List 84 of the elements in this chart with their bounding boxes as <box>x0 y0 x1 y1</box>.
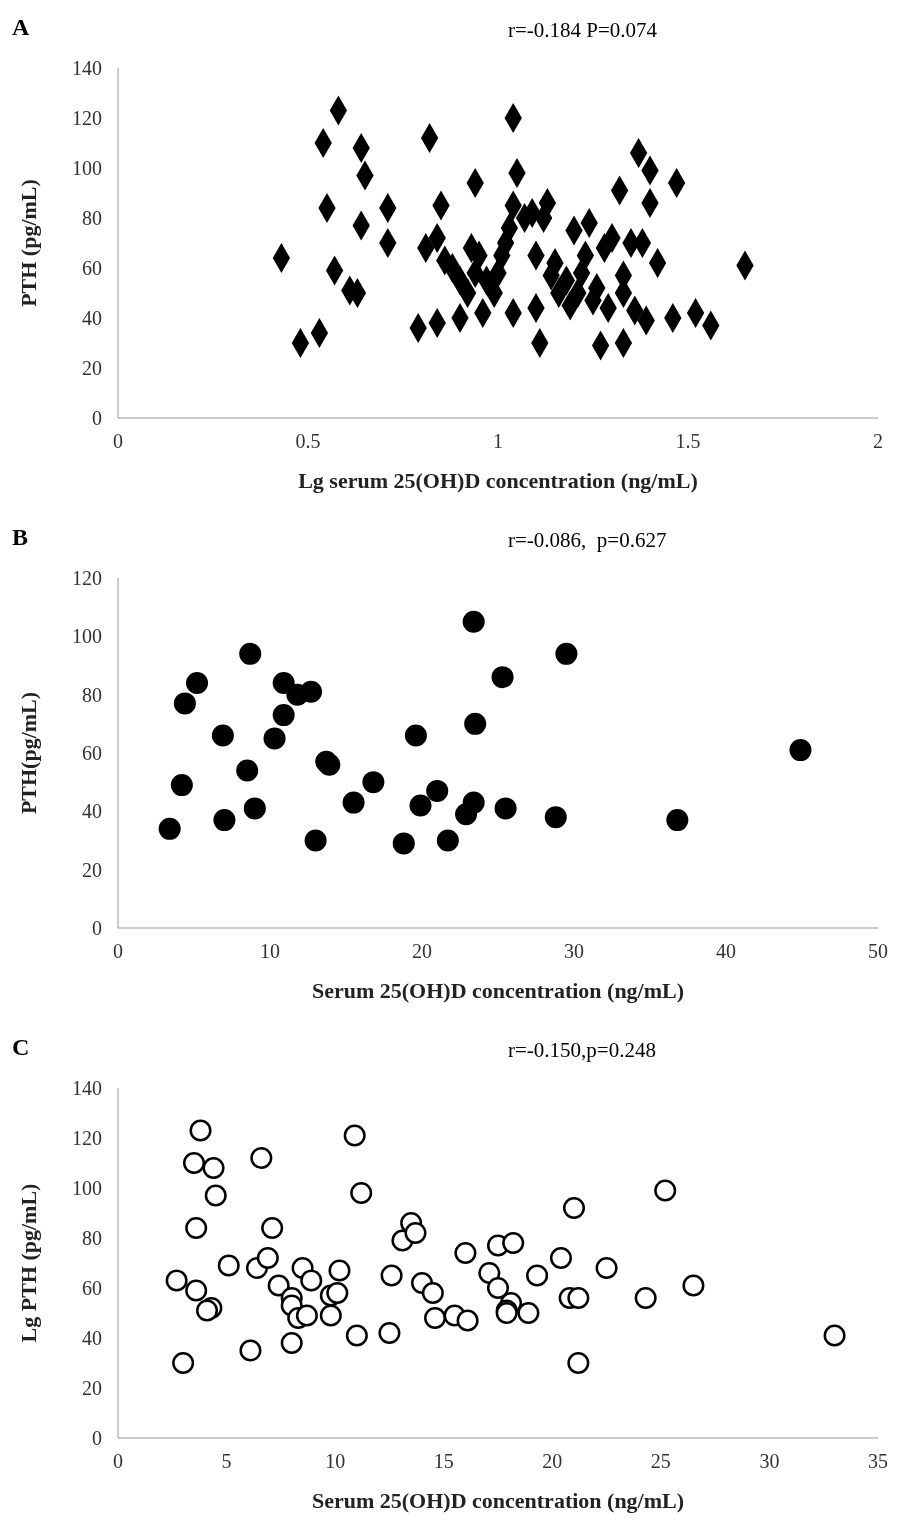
point <box>342 791 365 814</box>
y-tick-label: 140 <box>72 57 102 80</box>
x-tick-label: 15 <box>433 1450 454 1473</box>
point <box>239 642 262 665</box>
point <box>666 809 689 832</box>
y-axis-title: Lg PTH (pg/mL) <box>15 1183 41 1343</box>
point <box>186 672 209 694</box>
y-tick-label: 40 <box>82 1327 102 1350</box>
x-tick-label: 0.5 <box>295 430 321 453</box>
x-tick-label: 35 <box>868 1450 888 1473</box>
x-tick-label: 0 <box>113 430 123 453</box>
point <box>170 774 193 797</box>
x-tick-label: 0 <box>113 1450 123 1473</box>
point <box>464 712 487 735</box>
y-tick-label: 0 <box>92 917 102 940</box>
y-tick-label: 120 <box>72 1127 102 1150</box>
y-tick-label: 60 <box>82 742 102 765</box>
chart-title: A <box>12 14 30 41</box>
point <box>426 779 449 802</box>
point <box>263 727 286 750</box>
x-tick-label: 20 <box>412 940 432 963</box>
point <box>494 797 517 820</box>
x-tick-label: 50 <box>868 940 888 963</box>
x-axis-title: Serum 25(OH)D concentration (ng/mL) <box>311 978 685 1003</box>
y-tick-label: 100 <box>72 625 102 648</box>
x-tick-label: 30 <box>759 1450 780 1473</box>
y-tick-label: 20 <box>82 1377 102 1400</box>
point <box>213 809 236 832</box>
x-tick-label: 25 <box>650 1450 671 1473</box>
x-tick-label: 5 <box>221 1450 232 1473</box>
y-tick-label: 80 <box>82 207 102 230</box>
point <box>211 724 234 747</box>
y-tick-label: 100 <box>72 1177 102 1200</box>
x-tick-label: 30 <box>564 940 584 963</box>
x-tick-label: 1 <box>493 430 503 453</box>
y-tick-label: 40 <box>82 800 102 823</box>
text: r=-0.150,p=0.248 <box>508 1038 656 1063</box>
y-tick-label: 120 <box>72 567 102 590</box>
y-axis-title: PTH(pg/mL) <box>15 691 41 815</box>
x-tick-label: 2 <box>873 430 883 453</box>
point <box>243 797 266 820</box>
point <box>491 666 514 689</box>
y-tick-label: 80 <box>82 1227 102 1250</box>
x-axis-title: Lg serum 25(OH)D concentration (ng/mL) <box>298 468 698 493</box>
point <box>362 771 385 794</box>
y-tick-label: 140 <box>72 1077 102 1100</box>
y-axis-title: PTH (pg/mL) <box>15 179 41 307</box>
text: r=-0.086, p=0.627 <box>508 528 667 553</box>
point <box>462 791 485 814</box>
point <box>272 672 295 694</box>
y-tick-label: 0 <box>92 407 102 430</box>
point <box>236 759 259 782</box>
y-tick-label: 60 <box>82 257 102 280</box>
point <box>544 806 567 829</box>
x-tick-label: 10 <box>260 940 280 963</box>
point <box>392 832 415 855</box>
point <box>304 829 327 852</box>
y-tick-label: 100 <box>72 157 102 180</box>
y-tick-label: 20 <box>82 357 102 380</box>
y-tick-label: 120 <box>72 107 102 130</box>
point <box>300 680 323 703</box>
x-tick-label: 20 <box>542 1450 563 1473</box>
chart-title: C <box>12 1034 30 1061</box>
x-tick-label: 40 <box>716 940 736 963</box>
x-tick-label: 10 <box>325 1450 346 1473</box>
point <box>436 829 459 852</box>
y-tick-label: 40 <box>82 307 102 330</box>
point <box>404 724 427 747</box>
chart-title: B <box>12 524 29 551</box>
x-tick-label: 1.5 <box>675 430 701 453</box>
y-tick-label: 20 <box>82 858 102 881</box>
point <box>158 817 181 840</box>
point <box>272 704 295 727</box>
point <box>173 692 196 715</box>
y-tick-label: 80 <box>82 683 102 706</box>
x-tick-label: 0 <box>113 940 123 963</box>
x-axis-title: Serum 25(OH)D concentration (ng/mL) <box>311 1488 685 1513</box>
point <box>462 610 485 633</box>
text: r=-0.184 P=0.074 <box>508 18 658 43</box>
point <box>789 739 812 762</box>
point <box>555 642 578 665</box>
y-tick-label: 60 <box>82 1277 102 1300</box>
y-tick-label: 0 <box>92 1427 102 1450</box>
point <box>409 794 432 817</box>
